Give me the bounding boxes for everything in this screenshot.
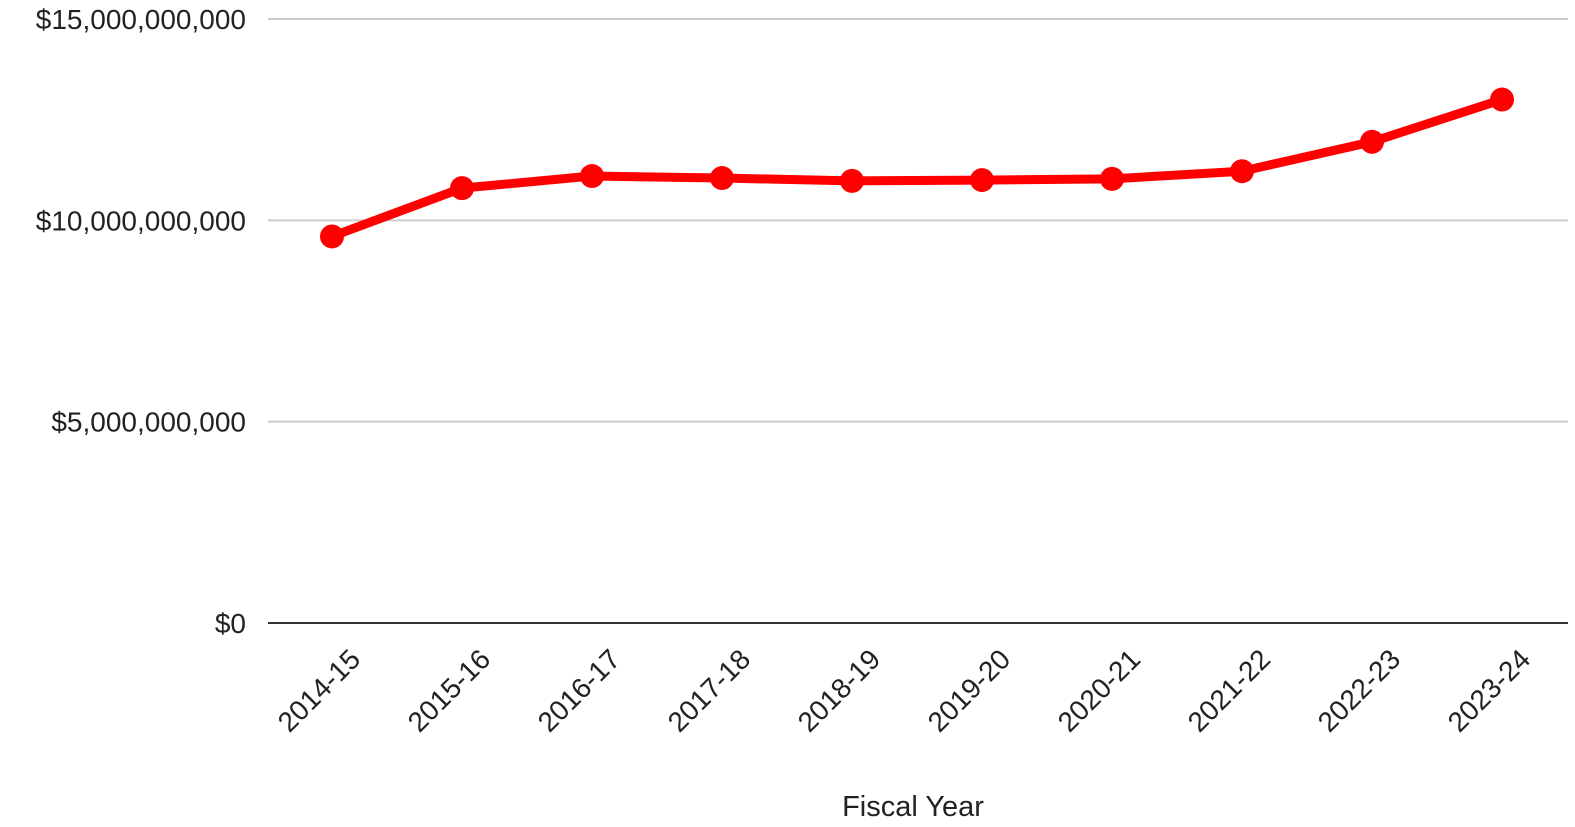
x-tick-label: 2022-23 [1312, 643, 1407, 738]
y-tick-label: $5,000,000,000 [51, 407, 246, 438]
y-axis: $0 $5,000,000,000 $10,000,000,000 $15,000,0… [36, 4, 246, 639]
y-tick-label: $15,000,000,000 [36, 4, 246, 35]
x-axis: 2014-15 2015-16 2016-17 2017-18 2018-19 2019-… [272, 643, 1537, 738]
x-tick-label: 2021-22 [1182, 643, 1277, 738]
x-axis-title: Fiscal Year [842, 791, 984, 823]
x-tick-label: 2016-17 [532, 643, 627, 738]
gridlines [268, 18, 1568, 624]
x-tick-label: 2020-21 [1052, 643, 1147, 738]
data-point[interactable] [1100, 166, 1124, 191]
data-point[interactable] [1360, 129, 1384, 154]
data-point[interactable] [1230, 159, 1254, 184]
series-line [327, 95, 1507, 241]
data-point[interactable] [710, 166, 734, 191]
x-tick-label: 2019-20 [922, 643, 1017, 738]
x-tick-label: 2017-18 [662, 643, 757, 738]
x-tick-label: 2023-24 [1442, 643, 1537, 738]
x-tick-label: 2015-16 [402, 643, 497, 738]
y-tick-label: $0 [215, 608, 246, 639]
data-point[interactable] [580, 164, 604, 189]
data-point[interactable] [1490, 87, 1514, 112]
data-point[interactable] [450, 176, 474, 201]
data-point[interactable] [840, 168, 864, 193]
data-point[interactable] [320, 224, 344, 249]
x-tick-label: 2014-15 [272, 643, 367, 738]
series-layer [320, 87, 1514, 249]
y-tick-label: $10,000,000,000 [36, 205, 246, 236]
x-tick-label: 2018-19 [792, 643, 887, 738]
data-point[interactable] [970, 168, 994, 193]
